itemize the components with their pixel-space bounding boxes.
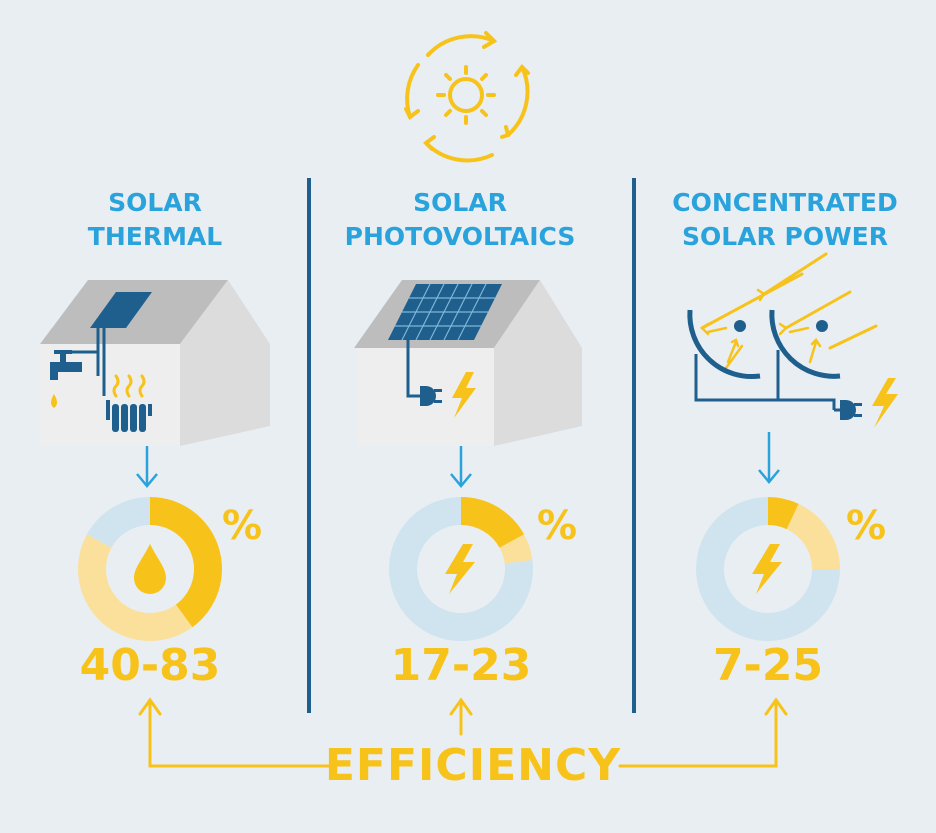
sun-rays <box>700 252 878 350</box>
solar-pv-house-illustration <box>354 280 582 446</box>
solar-panel-icon <box>388 283 502 341</box>
title-line-2: THERMAL <box>87 222 223 251</box>
lightning-bolt-icon <box>445 544 475 594</box>
solar-thermal-house-illustration <box>40 280 270 446</box>
column-divider-left <box>307 178 311 713</box>
faucet-icon <box>50 350 82 408</box>
efficiency-donut-concentrated-solar-power <box>696 497 840 641</box>
lightning-bolt-icon <box>752 544 782 594</box>
column-title-solar-photovoltaics: SOLAR PHOTOVOLTAICS <box>330 186 590 254</box>
plug-icon <box>420 386 442 406</box>
donut-segment-minimum <box>768 497 799 530</box>
efficiency-donut-solar-thermal <box>77 497 223 641</box>
down-arrow-icon <box>136 446 158 488</box>
donut-segment-remainder <box>696 497 840 641</box>
donut-segment-minimum <box>461 497 525 548</box>
title-line-1: SOLAR <box>413 188 507 217</box>
title-line-1: SOLAR <box>108 188 202 217</box>
title-line-2: PHOTOVOLTAICS <box>344 222 576 251</box>
donut-segment-remainder <box>86 497 150 548</box>
efficiency-donut-solar-photovoltaics <box>389 497 533 641</box>
donut-segment-minimum <box>150 497 223 628</box>
lightning-bolt-icon <box>452 372 476 418</box>
title-line-2: SOLAR POWER <box>682 222 888 251</box>
heat-waves-icon <box>112 374 146 398</box>
plug-icon <box>840 400 862 420</box>
efficiency-range-solar-thermal: 40-83 <box>79 640 221 691</box>
percent-symbol: % <box>846 503 887 549</box>
efficiency-label: EFFICIENCY <box>324 740 622 791</box>
down-arrow-icon <box>450 446 472 488</box>
donut-segment-range <box>786 503 840 569</box>
sun-cycle-icon <box>404 31 530 163</box>
column-title-solar-thermal: SOLAR THERMAL <box>55 186 255 254</box>
radiator-icon <box>106 400 152 432</box>
percent-symbol: % <box>222 503 263 549</box>
title-line-1: CONCENTRATED <box>672 188 898 217</box>
column-title-concentrated-solar-power: CONCENTRATED SOLAR POWER <box>660 186 910 254</box>
efficiency-range-concentrated-solar-power: 7-25 <box>712 640 824 691</box>
efficiency-range-solar-photovoltaics: 17-23 <box>390 640 532 691</box>
concentrated-solar-illustration <box>687 252 898 428</box>
water-drop-icon <box>134 544 166 594</box>
donut-segment-range <box>77 534 193 641</box>
efficiency-connector-arrows <box>138 697 788 768</box>
donut-segment-remainder <box>389 497 533 641</box>
percent-symbol: % <box>537 503 578 549</box>
donut-segment-range <box>499 534 533 564</box>
lightning-bolt-icon <box>872 378 898 428</box>
parabolic-mirror-left <box>687 309 761 380</box>
column-divider-right <box>632 178 636 713</box>
parabolic-mirror-right <box>769 309 841 379</box>
down-arrow-icon <box>758 432 780 484</box>
